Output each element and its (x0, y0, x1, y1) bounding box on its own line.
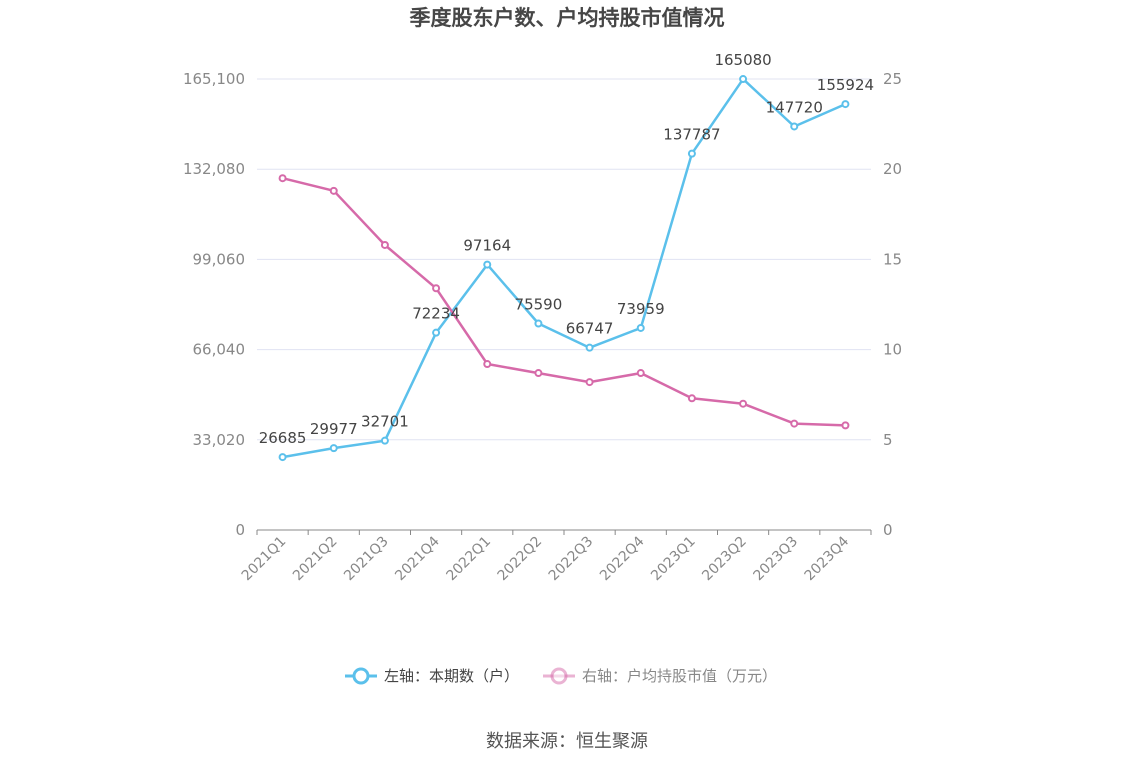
x-tick-label: 2021Q3 (341, 534, 392, 585)
point-left-series (841, 100, 850, 109)
data-label: 97164 (463, 237, 511, 255)
point-right-series (790, 419, 799, 428)
point-right-series (636, 369, 645, 378)
point-left-series (636, 323, 645, 332)
data-label: 75590 (515, 296, 563, 314)
gridlines (257, 78, 871, 441)
point-right-series (585, 378, 594, 387)
legend: 左轴：本期数（户） 右轴：户均持股市值（万元） (345, 667, 777, 685)
data-label: 29977 (310, 420, 358, 438)
point-left-series (534, 319, 543, 328)
data-label: 137787 (663, 126, 720, 144)
point-right-series (841, 421, 850, 430)
point-left-series (380, 436, 389, 445)
legend-left-series-label: 左轴：本期数（户） (384, 667, 519, 685)
point-right-series (534, 369, 543, 378)
x-axis-ticks: 2021Q1 2021Q2 2021Q3 2021Q4 2022Q1 2022Q2 2022… (239, 533, 852, 584)
y-right-tick-label: 5 (883, 431, 893, 449)
data-label: 73959 (617, 300, 665, 318)
x-tick-label: 2023Q4 (802, 533, 853, 584)
chart-title: 季度股东户数、户均持股市值情况 (410, 6, 725, 30)
point-right-series (278, 174, 287, 183)
x-tick-label: 2022Q4 (597, 533, 648, 584)
y-left-tick-label: 132,080 (183, 160, 245, 178)
point-right-series (432, 284, 441, 293)
y-left-tick-label: 99,060 (193, 250, 246, 268)
point-right-series (329, 186, 338, 195)
point-right-series (687, 394, 696, 403)
point-left-series (432, 328, 441, 337)
point-left-series (687, 149, 696, 158)
line-series-right (282, 176, 846, 427)
y-left-tick-label: 66,040 (193, 341, 246, 359)
point-right-series (739, 399, 748, 408)
x-tick-label: 2023Q2 (699, 534, 750, 585)
x-tick-label: 2021Q2 (290, 534, 341, 585)
legend-right-series-label: 右轴：户均持股市值（万元） (582, 667, 777, 685)
data-labels: 26685 29977 32701 72234 97164 755906674773959… (259, 51, 874, 447)
x-tick-label: 2022Q1 (443, 534, 494, 585)
point-right-series (380, 240, 389, 249)
y-right-tick-label: 20 (883, 160, 902, 178)
series-points (278, 75, 850, 462)
x-tick-label: 2022Q3 (546, 534, 597, 585)
point-left-series (278, 453, 287, 462)
point-right-series (483, 360, 492, 369)
data-label: 155924 (817, 76, 874, 94)
series-lines (282, 77, 846, 459)
axes (256, 529, 872, 535)
legend-left-series-marker (352, 667, 370, 685)
data-label: 26685 (259, 429, 307, 447)
point-left-series (790, 122, 799, 131)
x-tick-label: 2023Q1 (648, 534, 699, 585)
x-tick-label: 2022Q2 (495, 534, 546, 585)
y-left-tick-label: 165,100 (183, 70, 245, 88)
y-right-tick-label: 0 (883, 521, 893, 539)
data-label: 147720 (766, 98, 823, 116)
data-label: 66747 (566, 320, 614, 338)
y-left-axis-ticks: 0 33,020 66,040 99,060 132,080 165,100 (183, 70, 245, 539)
legend-right-series-marker (550, 667, 568, 685)
point-left-series (585, 343, 594, 352)
x-tick-label: 2021Q1 (239, 534, 290, 585)
y-right-axis-ticks: 0 5 10 15 20 25 (883, 70, 902, 539)
data-label: 72234 (412, 305, 460, 323)
y-left-tick-label: 33,020 (193, 431, 246, 449)
legend-item-left-series[interactable]: 左轴：本期数（户） (345, 667, 519, 685)
point-left-series (739, 75, 748, 84)
legend-item-right-series[interactable]: 右轴：户均持股市值（万元） (543, 667, 777, 685)
y-right-tick-label: 15 (883, 250, 902, 268)
source-note: 数据来源：恒生聚源 (486, 731, 648, 752)
x-tick-label: 2021Q4 (392, 533, 443, 584)
data-label: 32701 (361, 413, 409, 431)
y-right-tick-label: 10 (883, 341, 902, 359)
line-series-left (282, 77, 846, 459)
point-left-series (329, 444, 338, 453)
x-tick-label: 2023Q3 (750, 534, 801, 585)
y-right-tick-label: 25 (883, 70, 902, 88)
y-left-tick-label: 0 (235, 521, 245, 539)
data-label: 165080 (714, 51, 771, 69)
point-left-series (483, 260, 492, 269)
